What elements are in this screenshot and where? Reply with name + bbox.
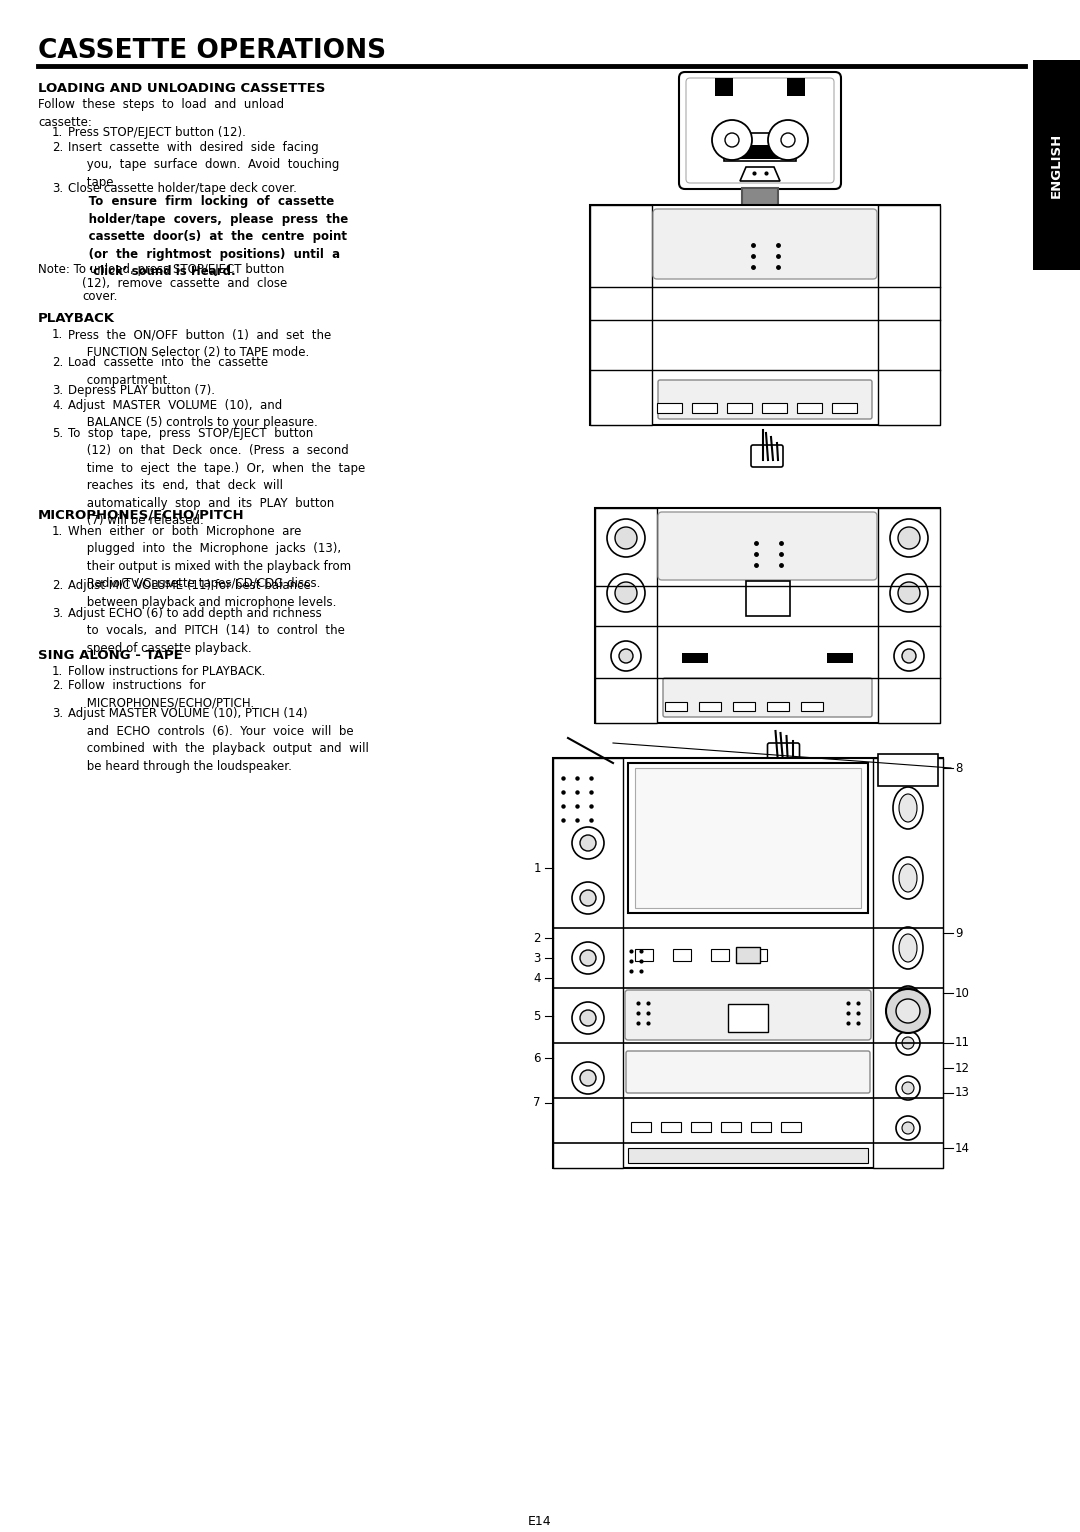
FancyBboxPatch shape	[658, 512, 877, 581]
Circle shape	[613, 392, 629, 408]
Bar	[699, 702, 721, 711]
Circle shape	[889, 221, 929, 260]
Circle shape	[894, 640, 924, 671]
Circle shape	[615, 582, 637, 604]
Circle shape	[725, 133, 739, 147]
Text: To  stop  tape,  press  STOP/EJECT  button
     (12)  on  that  Deck  once.  (Pr: To stop tape, press STOP/EJECT button (1…	[68, 426, 365, 527]
Bar	[665, 702, 687, 711]
Bar	[801, 702, 823, 711]
FancyBboxPatch shape	[663, 679, 872, 717]
Circle shape	[580, 890, 596, 905]
Circle shape	[890, 519, 928, 558]
Bar	[726, 146, 794, 159]
Text: 1.: 1.	[52, 328, 64, 342]
Text: ENGLISH: ENGLISH	[1050, 132, 1063, 198]
Circle shape	[901, 348, 917, 363]
Text: 1.: 1.	[52, 126, 64, 139]
Text: To  ensure  firm  locking  of  cassette
     holder/tape  covers,  please  press: To ensure firm locking of cassette holde…	[68, 195, 348, 277]
Text: 2.: 2.	[52, 355, 64, 369]
Circle shape	[896, 1115, 920, 1140]
Ellipse shape	[893, 856, 923, 899]
Circle shape	[619, 650, 633, 663]
Circle shape	[611, 230, 631, 250]
Ellipse shape	[899, 935, 917, 962]
Bar	[692, 403, 717, 414]
Text: Follow instructions for PLAYBACK.: Follow instructions for PLAYBACK.	[68, 665, 266, 677]
Circle shape	[896, 987, 920, 1010]
Bar	[873, 758, 943, 1167]
FancyBboxPatch shape	[768, 743, 799, 763]
Circle shape	[572, 942, 604, 974]
Circle shape	[901, 392, 917, 408]
Circle shape	[572, 827, 604, 859]
Text: PLAYBACK: PLAYBACK	[38, 313, 114, 325]
Bar	[721, 1121, 741, 1132]
Text: 12: 12	[955, 1062, 970, 1074]
Bar	[715, 78, 733, 97]
Circle shape	[902, 650, 916, 663]
Bar	[553, 758, 943, 1167]
FancyBboxPatch shape	[679, 72, 841, 188]
FancyBboxPatch shape	[751, 444, 783, 467]
Bar	[745, 581, 789, 616]
Text: 2.: 2.	[52, 579, 64, 591]
Circle shape	[572, 1002, 604, 1034]
Text: Load  cassette  into  the  cassette
     compartment.: Load cassette into the cassette compartm…	[68, 355, 268, 386]
Circle shape	[899, 230, 919, 250]
Circle shape	[580, 835, 596, 850]
Circle shape	[613, 348, 629, 363]
Text: When  either  or  both  Microphone  are
     plugged  into  the  Microphone  jac: When either or both Microphone are plugg…	[68, 524, 351, 590]
Circle shape	[607, 574, 645, 611]
Bar	[751, 1121, 771, 1132]
Circle shape	[896, 1075, 920, 1100]
Text: 9: 9	[955, 927, 962, 939]
Text: 7: 7	[534, 1097, 541, 1109]
Bar	[750, 948, 767, 961]
Text: 14: 14	[955, 1141, 970, 1155]
Text: 1.: 1.	[52, 665, 64, 677]
Ellipse shape	[893, 927, 923, 970]
Circle shape	[611, 640, 642, 671]
Circle shape	[902, 1037, 914, 1049]
Bar	[832, 403, 858, 414]
Text: 3.: 3.	[52, 607, 63, 619]
Bar	[595, 509, 940, 723]
Bar	[781, 1121, 801, 1132]
Text: Adjust MASTER VOLUME (10), PTICH (14)
     and  ECHO  controls  (6).  Your  voic: Adjust MASTER VOLUME (10), PTICH (14) an…	[68, 706, 369, 772]
Text: 3.: 3.	[52, 706, 63, 720]
Circle shape	[893, 385, 924, 417]
Text: Adjust MIC VOLUME (11) for best balance
     between playback and microphone lev: Adjust MIC VOLUME (11) for best balance …	[68, 579, 336, 610]
Text: Follow  these  steps  to  load  and  unload
cassette:: Follow these steps to load and unload ca…	[38, 98, 284, 129]
Bar	[1032, 60, 1080, 270]
Bar	[657, 403, 681, 414]
Circle shape	[896, 1031, 920, 1056]
Text: 1.: 1.	[52, 524, 64, 538]
Bar	[595, 509, 657, 723]
Circle shape	[768, 119, 808, 159]
Text: 5.: 5.	[52, 426, 63, 440]
Circle shape	[781, 133, 795, 147]
FancyBboxPatch shape	[625, 990, 870, 1040]
Text: Adjust ECHO (6) to add depth and richness
     to  vocals,  and  PITCH  (14)  to: Adjust ECHO (6) to add depth and richnes…	[68, 607, 345, 654]
Ellipse shape	[899, 794, 917, 823]
Text: SING ALONG - TAPE: SING ALONG - TAPE	[38, 648, 183, 662]
Bar	[681, 653, 708, 663]
Bar	[787, 78, 805, 97]
Circle shape	[902, 1082, 914, 1094]
Circle shape	[902, 1121, 914, 1134]
Text: 2.: 2.	[52, 679, 64, 692]
Text: Insert  cassette  with  desired  side  facing
     you,  tape  surface  down.  A: Insert cassette with desired side facing…	[68, 141, 339, 188]
Bar	[724, 133, 796, 161]
Bar	[627, 763, 868, 913]
Bar	[878, 205, 940, 424]
Circle shape	[580, 1010, 596, 1026]
Circle shape	[600, 221, 642, 260]
Circle shape	[572, 1062, 604, 1094]
Bar	[590, 205, 940, 424]
Bar	[627, 1147, 868, 1163]
Bar	[635, 768, 861, 908]
FancyBboxPatch shape	[686, 78, 834, 182]
Polygon shape	[740, 167, 780, 181]
Text: CASSETTE OPERATIONS: CASSETTE OPERATIONS	[38, 38, 387, 64]
Text: Depress PLAY button (7).: Depress PLAY button (7).	[68, 385, 215, 397]
